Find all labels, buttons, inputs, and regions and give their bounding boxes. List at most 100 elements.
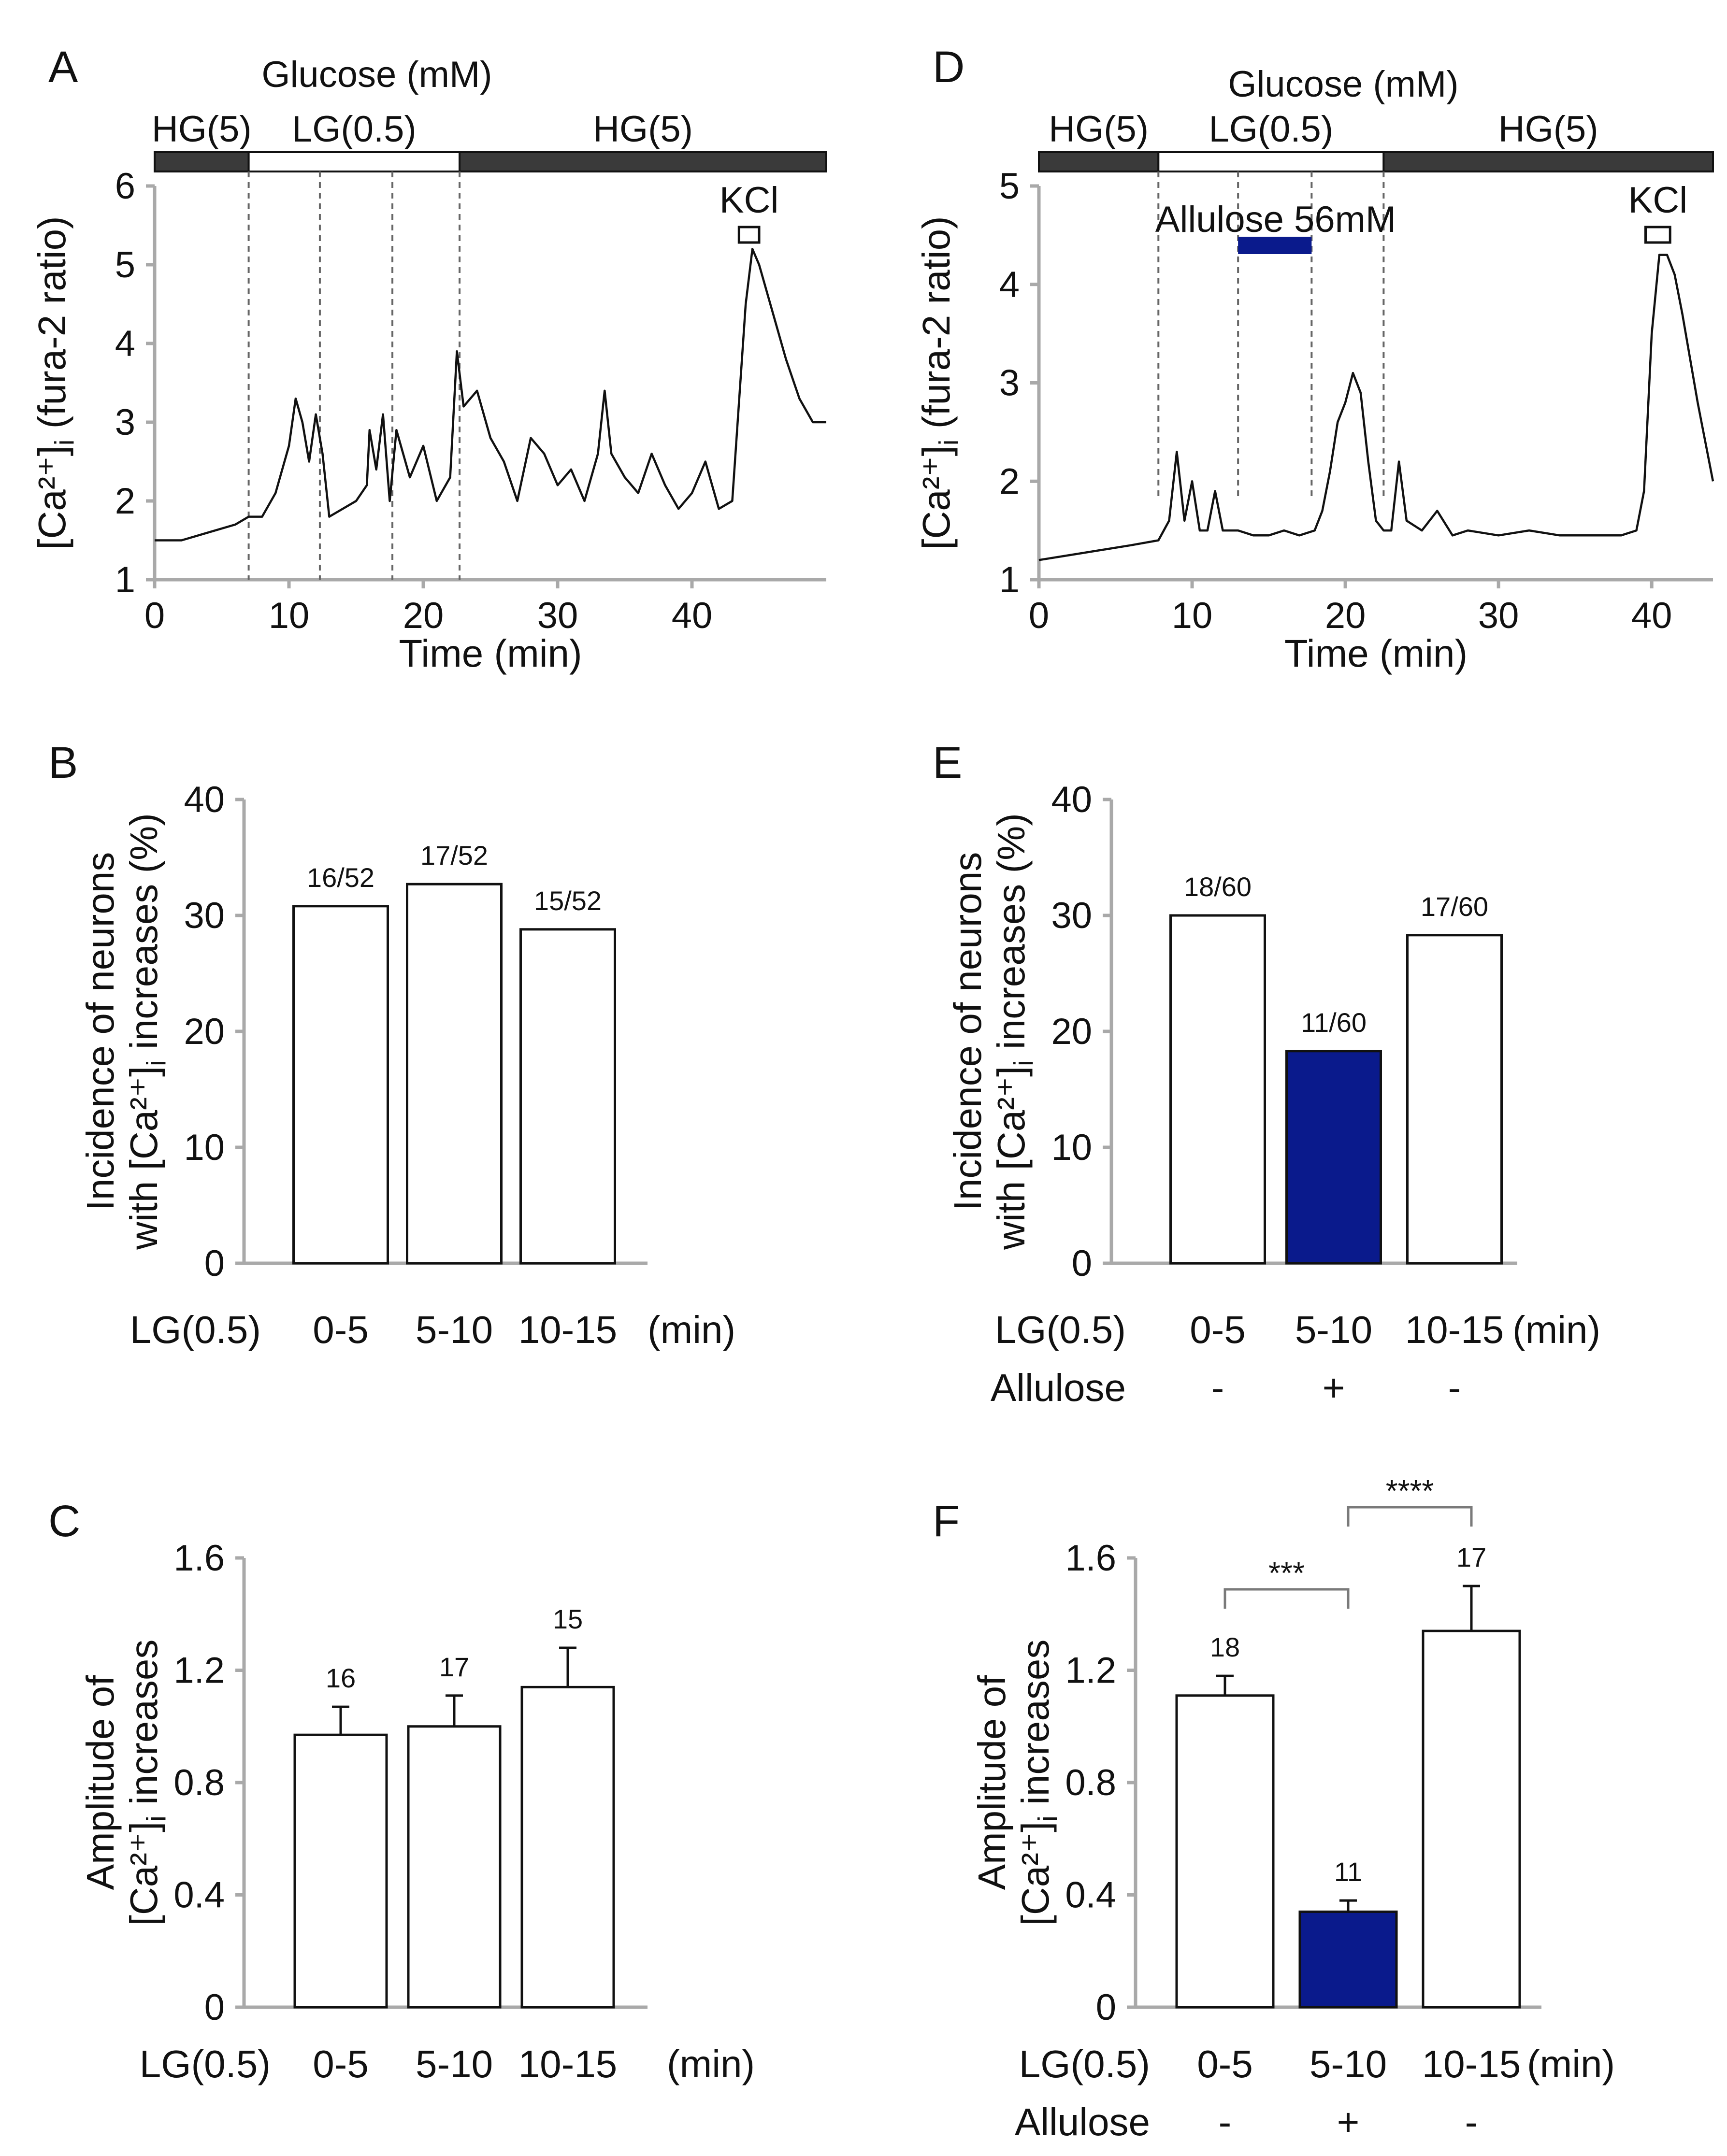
- panel-b: B 0 10 20 30 40 Incidence of neurons with [Ca²⁺…: [48, 738, 735, 1351]
- bar: [1285, 1050, 1382, 1265]
- x-tick-label: 10: [269, 595, 310, 636]
- x-axis-label: Time (min): [1284, 632, 1468, 675]
- y-axis-label-line1: Amplitude of: [970, 1675, 1013, 1890]
- allulose-sign: +: [1323, 1366, 1345, 1409]
- category-label: 0-5: [313, 2042, 369, 2085]
- bar-n-label: 11: [1334, 1856, 1362, 1887]
- glucose-segment-label: LG(0.5): [292, 109, 417, 150]
- category-label: 5-10: [416, 2042, 493, 2085]
- y-tick-label: 3: [115, 402, 135, 443]
- bar-n-label: 16/52: [307, 862, 374, 893]
- unit-label: (min): [667, 2042, 755, 2085]
- allulose-bar: [1238, 237, 1312, 254]
- y-axis-label-line2: with [Ca²⁺]i increases (%): [990, 813, 1039, 1250]
- bar-n-label: 17: [439, 1652, 469, 1682]
- bar-n-label: 16: [326, 1663, 356, 1693]
- significance-bracket: [1223, 1588, 1350, 1609]
- bar-n-label: 15/52: [534, 885, 602, 916]
- bar-n-label: 17: [1456, 1542, 1486, 1572]
- y-axis-label-line2: [Ca²⁺]i increases: [1014, 1640, 1063, 1926]
- bar: [1298, 1910, 1398, 2009]
- bar: [1175, 1694, 1275, 2009]
- y-axis-label-line2: [Ca²⁺]i increases: [122, 1640, 172, 1926]
- significance-stars: ***: [1268, 1556, 1305, 1590]
- y-tick-label: 0.8: [1065, 1762, 1116, 1803]
- kcl-label: KCl: [1628, 180, 1687, 221]
- category-label: 0-5: [1197, 2042, 1253, 2085]
- y-tick-label: 1.6: [173, 1538, 225, 1579]
- glucose-segment-bar: [1157, 151, 1385, 172]
- y-axis-label-line1: Amplitude of: [79, 1675, 122, 1890]
- category-label: 10-15: [518, 1308, 618, 1351]
- category-label: 0-5: [1190, 1308, 1246, 1351]
- x-tick-label: 30: [537, 595, 578, 636]
- x-tick-label: 30: [1478, 595, 1519, 636]
- bar: [520, 1685, 615, 2009]
- kcl-application-bar: [1644, 226, 1671, 244]
- y-tick-label: 0.4: [173, 1875, 225, 1916]
- bar-n-label: 17/52: [420, 840, 488, 871]
- panel-f: F 0 0.4 0.8 1.2 1.6 Amplitude of [Ca²⁺]i increa…: [933, 1473, 1615, 2143]
- x-tick-label: 0: [144, 595, 165, 636]
- bar: [406, 883, 503, 1265]
- panel-letter: E: [933, 738, 962, 787]
- kcl-application-bar: [737, 226, 761, 244]
- unit-label: (min): [648, 1308, 735, 1351]
- panel-letter: A: [48, 43, 78, 92]
- bar: [1406, 934, 1503, 1265]
- bar-n-label: 18/60: [1184, 871, 1252, 902]
- allulose-label: Allulose 56mM: [1155, 199, 1396, 240]
- y-tick-label: 0.8: [173, 1762, 225, 1803]
- unit-label: (min): [1512, 1308, 1600, 1351]
- y-tick-label: 1.2: [1065, 1650, 1116, 1691]
- y-tick-label: 40: [184, 779, 225, 820]
- category-label: 10-15: [1405, 1308, 1504, 1351]
- glucose-segment-label: HG(5): [1049, 109, 1149, 150]
- y-axis-label-line1: Incidence of neurons: [79, 852, 122, 1211]
- y-tick-label: 4: [999, 264, 1020, 305]
- allulose-sign: -: [1211, 1366, 1224, 1409]
- x-tick-label: 40: [672, 595, 713, 636]
- y-tick-label: 3: [999, 363, 1020, 404]
- panel-letter: D: [933, 43, 964, 92]
- y-tick-label: 6: [115, 166, 135, 207]
- y-axis-label: [Ca²⁺]i (fura-2 ratio): [30, 216, 80, 549]
- bar: [292, 905, 389, 1265]
- glucose-title: Glucose (mM): [261, 54, 492, 95]
- bar: [407, 1725, 502, 2009]
- category-label: 10-15: [1422, 2042, 1521, 2085]
- glucose-segment-bar: [459, 151, 827, 172]
- glucose-segment-bar: [1382, 151, 1714, 172]
- x-axis-label: Time (min): [399, 632, 582, 675]
- x-tick-label: 20: [403, 595, 444, 636]
- significance-bracket: [1347, 1506, 1473, 1527]
- panel-c: C 0 0.4 0.8 1.2 1.6 Amplitude of [Ca²⁺]i increa…: [48, 1497, 755, 2085]
- y-tick-label: 5: [115, 244, 135, 286]
- y-tick-label: 1: [999, 559, 1020, 600]
- panel-e: E 0 10 20 30 40 Incidence of neurons with [Ca²⁺…: [933, 738, 1600, 1409]
- bar-n-label: 18: [1210, 1632, 1240, 1662]
- y-tick-label: 0: [1096, 1987, 1116, 2028]
- panel-letter: B: [48, 738, 78, 787]
- glucose-segment-label: HG(5): [152, 109, 252, 150]
- category-label: 5-10: [1295, 1308, 1372, 1351]
- y-axis-label: [Ca²⁺]i (fura-2 ratio): [915, 216, 964, 549]
- y-tick-label: 10: [1051, 1127, 1092, 1168]
- y-tick-label: 1: [115, 559, 135, 600]
- bar: [1422, 1629, 1521, 2009]
- y-tick-label: 4: [115, 323, 135, 364]
- bar: [519, 928, 616, 1265]
- y-tick-label: 10: [184, 1127, 225, 1168]
- y-tick-label: 20: [1051, 1011, 1092, 1052]
- allulose-sign: +: [1337, 2100, 1360, 2143]
- x-tick-label: 40: [1631, 595, 1672, 636]
- bar: [293, 1733, 388, 2009]
- glucose-segment-label: LG(0.5): [1209, 109, 1333, 150]
- y-tick-label: 30: [184, 895, 225, 936]
- glucose-segment-bar: [154, 151, 250, 172]
- allulose-row-label: Allulose: [991, 1366, 1126, 1409]
- panel-d: D Glucose (mM) HG(5) LG(0.5) HG(5) 1 2 3 4 5 0 10 20…: [915, 43, 1714, 675]
- y-tick-label: 1.6: [1065, 1538, 1116, 1579]
- y-tick-label: 5: [999, 166, 1020, 207]
